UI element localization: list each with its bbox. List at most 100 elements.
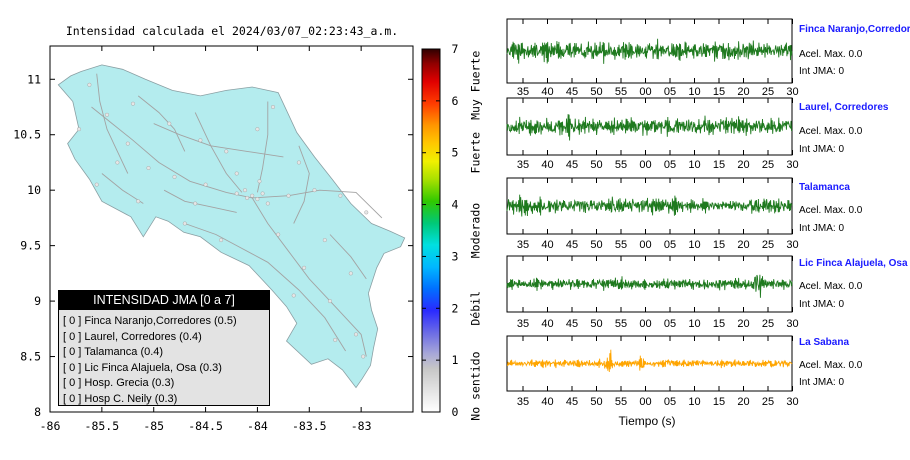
waveform-tick-label: 20	[737, 396, 749, 408]
station-dot	[234, 191, 239, 196]
station-dot	[255, 197, 260, 202]
map-frame	[49, 45, 414, 413]
station-dot	[193, 201, 198, 206]
road-line	[163, 189, 237, 213]
waveform-tick-label: 50	[590, 159, 602, 171]
intensity-colorbar	[421, 48, 441, 413]
land-area	[57, 64, 406, 389]
station-dot	[296, 160, 301, 165]
waveform-trace	[506, 349, 793, 373]
station-dot	[328, 299, 333, 304]
map-x-tick-label: -84.5	[188, 419, 223, 433]
waveform-tick-label: 45	[566, 396, 578, 408]
waveform-tick-label: 10	[688, 159, 700, 171]
waveform-tick-label: 55	[615, 86, 627, 98]
waveform-x-axis-label: Tiempo (s)	[619, 414, 676, 428]
waveform-tick-label: 50	[590, 86, 602, 98]
colorbar-tick-label: 5	[452, 146, 459, 160]
waveform-tick-label: 35	[517, 318, 529, 330]
waveform-trace	[506, 114, 793, 141]
legend-item: [ 0 ] Lic Finca Alajuela, Osa (0.3)	[63, 361, 222, 374]
station-dot	[136, 199, 141, 204]
legend-list: [ 0 ] Finca Naranjo,Corredores (0.5) [ 0…	[59, 310, 269, 407]
waveform-tick-label: 45	[566, 86, 578, 98]
waveform-tick-label: 00	[639, 396, 651, 408]
waveform-tick-label: 55	[615, 159, 627, 171]
station-dot	[198, 138, 203, 143]
waveform-panel: 35 40 45 50 55 00 05 10 15 20 25 30	[506, 177, 799, 251]
waveform-tick-label: 50	[590, 396, 602, 408]
station-dot	[115, 160, 120, 165]
waveform-tick-label: 55	[615, 396, 627, 408]
legend-item: [ 0 ] Laurel, Corredores (0.4)	[63, 330, 202, 343]
station-dot	[271, 104, 276, 109]
station-dot	[146, 165, 151, 170]
station-accel: Acel. Max. 0.0	[799, 126, 863, 137]
waveform-tick-label: 25	[762, 159, 774, 171]
station-dot	[167, 121, 172, 126]
waveform-tick-label: 40	[541, 86, 553, 98]
waveform-tick-label: 05	[664, 318, 676, 330]
station-int: Int JMA: 0	[799, 223, 845, 234]
station-dot	[255, 127, 260, 132]
waveform-panel: 35 40 45 50 55 00 05 10 15 20 25 30	[506, 335, 799, 408]
colorbar-tick-label: 4	[452, 198, 459, 212]
waveform-tick-label: 05	[664, 86, 676, 98]
colorbar-category-label: Moderado	[469, 203, 483, 258]
waveform-tick-label: 30	[786, 159, 798, 171]
road-line	[251, 197, 367, 357]
station-dot	[322, 238, 327, 243]
station-dot	[130, 101, 135, 106]
colorbar-tick-label: 6	[452, 94, 459, 108]
station-dot	[87, 82, 92, 87]
station-dot	[94, 182, 99, 187]
road-line	[194, 112, 243, 193]
colorbar-category-label: Muy Fuerte	[469, 51, 483, 120]
station-name: Finca Naranjo,Corredor	[799, 24, 910, 35]
waveform-tick-label: 10	[688, 396, 700, 408]
station-dot	[286, 193, 291, 198]
map-y-tick-label: 8	[34, 405, 41, 419]
station-markers	[76, 82, 369, 359]
waveform-tick-label: 05	[664, 239, 676, 251]
station-accel: Acel. Max. 0.0	[799, 205, 863, 216]
station-dot	[260, 191, 265, 196]
waveform-tick-label: 55	[615, 318, 627, 330]
station-name: Laurel, Corredores	[799, 102, 889, 113]
station-int: Int JMA: 0	[799, 144, 845, 155]
station-dot	[182, 221, 187, 226]
waveform-tick-label: 25	[762, 396, 774, 408]
road-network	[91, 73, 383, 357]
waveform-trace	[506, 38, 793, 64]
station-dot	[257, 179, 262, 184]
waveform-tick-label: 00	[639, 86, 651, 98]
station-dot	[76, 127, 81, 132]
waveform-tick-label: 15	[713, 86, 725, 98]
station-name: Lic Finca Alajuela, Osa	[799, 258, 908, 269]
station-dot	[354, 332, 359, 337]
road-line	[101, 173, 144, 204]
waveform-tick-label: 30	[786, 239, 798, 251]
station-dot	[276, 232, 281, 237]
waveform-tick-label: 45	[566, 318, 578, 330]
waveform-tick-label: 40	[541, 159, 553, 171]
map-y-tick-label: 9.5	[20, 239, 41, 253]
station-dot	[125, 141, 130, 146]
waveform-tick-label: 05	[664, 396, 676, 408]
station-dot	[338, 193, 343, 198]
colorbar-tick-label: 1	[452, 353, 459, 367]
waveform-tick-label: 00	[639, 239, 651, 251]
waveform-tick-label: 20	[737, 239, 749, 251]
colorbar-tick-label: 3	[452, 249, 459, 263]
waveform-tick-label: 30	[786, 318, 798, 330]
waveform-tick-label: 45	[566, 239, 578, 251]
map-x-tick-label: -84	[247, 419, 268, 433]
waveform-tick-label: 05	[664, 159, 676, 171]
colorbar-tick-label: 2	[452, 301, 459, 315]
waveform-tick-label: 25	[762, 318, 774, 330]
station-dot	[265, 201, 270, 206]
waveform-tick-label: 35	[517, 159, 529, 171]
legend-item: [ 0 ] Hosp. Grecia (0.3)	[63, 377, 175, 389]
station-dot	[291, 293, 296, 298]
